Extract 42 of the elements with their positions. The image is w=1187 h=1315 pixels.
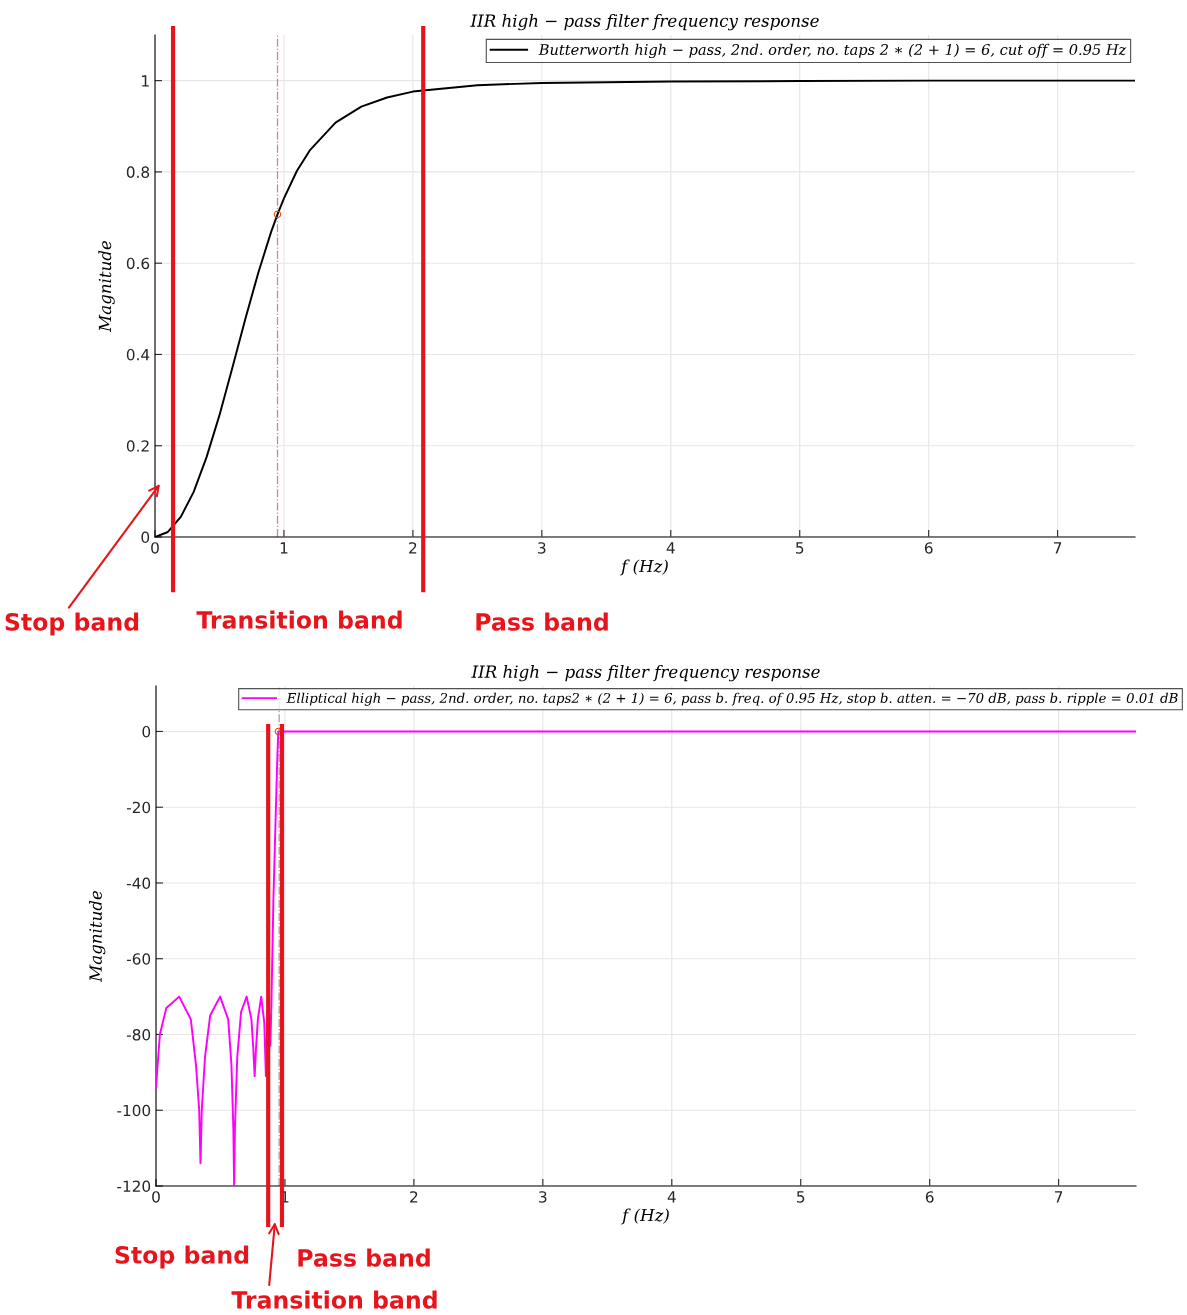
y-tick-label: -80 xyxy=(126,1028,151,1041)
x-tick-label: 5 xyxy=(797,1191,805,1203)
x-tick-label: 3 xyxy=(538,542,546,554)
text: Transition band xyxy=(196,610,402,629)
y-axis-title: Magnitude xyxy=(98,240,115,333)
y-tick-label: -120 xyxy=(117,1180,151,1193)
y-tick-label: 1 xyxy=(142,75,149,87)
x-tick-label: 2 xyxy=(410,1191,418,1203)
y-tick-label: 0.2 xyxy=(126,440,149,452)
x-tick-label: 5 xyxy=(796,542,804,554)
x-tick-label: 3 xyxy=(539,1191,547,1203)
y-axis-title: Magnitude xyxy=(88,890,106,983)
y-tick-label: 0 xyxy=(142,725,151,738)
y-tick-label: -40 xyxy=(126,877,151,889)
x-tick-label: 0 xyxy=(152,1191,160,1203)
legend-label: Elliptical high − pass, 2nd. order, no. taps2 ∗ (2 + 1) = 6, pass b. freq. of 0.95 Hz, stop b. atten. = −70 dB, pass b. ripple = 0.01 dB xyxy=(286,692,1178,706)
chart-title: IIR high − pass filter frequency response xyxy=(471,665,820,682)
y-tick-label: 0 xyxy=(141,531,150,544)
x-axis-title: f (Hz) xyxy=(621,1208,669,1225)
text: Pass band xyxy=(298,1248,430,1267)
x-tick-label: 4 xyxy=(667,1191,676,1203)
x-tick-label: 4 xyxy=(666,542,675,554)
chart-title: IIR high − pass filter frequency response xyxy=(470,14,819,31)
text: Pass band xyxy=(476,612,608,631)
x-tick-label: 6 xyxy=(924,542,933,554)
y-tick-label: -20 xyxy=(126,801,151,814)
x-tick-label: 1 xyxy=(280,542,288,554)
x-tick-label: 7 xyxy=(1054,542,1062,554)
x-tick-label: 0 xyxy=(151,542,159,554)
text: Stop band xyxy=(115,1245,249,1269)
text: Stop band xyxy=(5,612,139,636)
y-tick-label: -60 xyxy=(126,953,151,965)
text: Transition band xyxy=(231,1290,437,1309)
y-tick-label: 0.4 xyxy=(126,348,150,361)
y-tick-label: -100 xyxy=(117,1104,151,1117)
legend-label: Butterworth high − pass, 2nd. order, no. taps 2 ∗ (2 + 1) = 6, cut off = 0.95 Hz xyxy=(538,43,1127,59)
x-axis-title: f (Hz) xyxy=(620,559,668,576)
x-tick-label: 7 xyxy=(1055,1191,1063,1203)
y-tick-label: 0.8 xyxy=(126,166,150,178)
x-tick-label: 2 xyxy=(409,542,417,554)
y-tick-label: 0.6 xyxy=(126,257,150,270)
x-tick-label: 6 xyxy=(925,1191,934,1203)
